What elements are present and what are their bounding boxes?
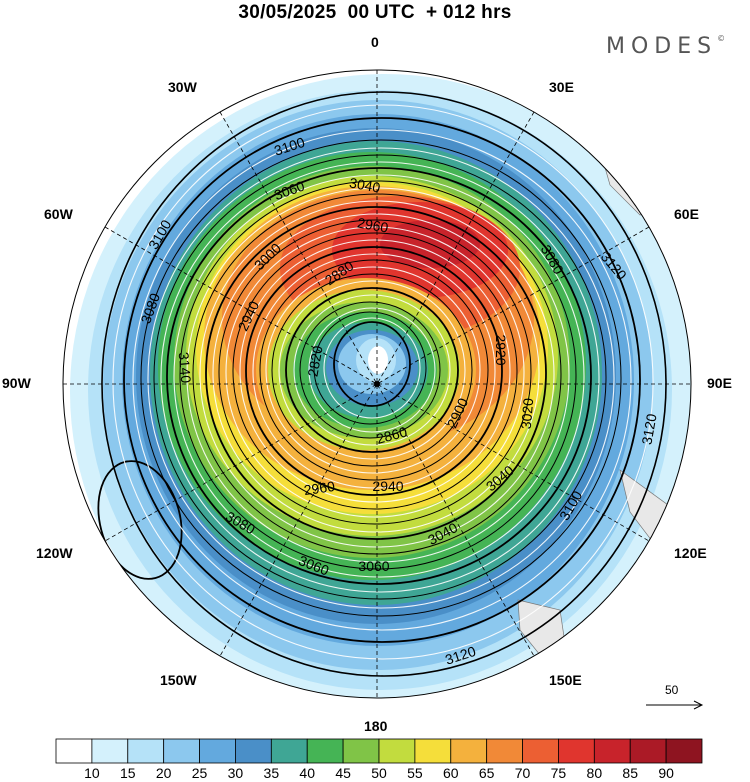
legend-tick-label: 30 [227, 765, 244, 781]
legend-tick-label: 55 [407, 765, 423, 781]
wind-reference-arrow-icon [646, 700, 704, 710]
lon-label-0: 0 [371, 34, 379, 50]
lon-label-30w: 30W [168, 79, 197, 95]
contour-label: 2960 [356, 214, 390, 235]
legend-tick-label: 10 [84, 765, 100, 781]
brand-text: MODES [606, 34, 718, 59]
legend-swatch [306, 738, 344, 764]
legend-tick-label: 75 [550, 765, 567, 781]
legend-tick-label: 85 [622, 765, 638, 781]
contour-label: 2860 [375, 423, 409, 447]
legend-tick-label: 50 [371, 765, 387, 781]
legend-tick-label: 65 [478, 765, 495, 781]
legend-swatch [235, 738, 272, 764]
legend-tick-label: 90 [658, 765, 674, 781]
legend-swatch [199, 738, 236, 764]
contour-label: 3040 [348, 174, 382, 195]
legend-swatch [486, 738, 523, 764]
lon-label-120e: 120E [674, 545, 707, 561]
legend-swatch [558, 738, 595, 764]
pole-marker [374, 381, 380, 387]
wind-speed-shading [63, 70, 691, 698]
contour-label: 2820 [304, 344, 325, 378]
legend-swatch [91, 738, 129, 764]
legend-tick-label: 35 [263, 765, 280, 781]
lon-label-30e: 30E [549, 79, 574, 95]
legend-swatch [378, 738, 416, 764]
copyright-mark: © [717, 34, 726, 43]
lon-label-150w: 150W [160, 672, 197, 688]
legend-tick-label: 60 [442, 765, 459, 781]
legend-tick-label: 15 [119, 765, 136, 781]
map-boundary [62, 69, 692, 699]
legend-swatch [593, 738, 631, 764]
legend-tick-label: 20 [155, 765, 172, 781]
contour-label: 2960 [303, 478, 336, 498]
legend-swatch [55, 738, 93, 764]
legend-swatch [450, 738, 488, 764]
lon-label-180: 180 [364, 718, 388, 734]
legend-tick-label: 25 [191, 765, 208, 781]
legend-tick-label: 45 [335, 765, 351, 781]
lon-label-60w: 60W [44, 206, 73, 222]
lon-label-90w: 90W [2, 375, 31, 391]
legend-swatch [342, 738, 380, 764]
contour-label: 3140 [176, 351, 195, 384]
lon-label-150e: 150E [549, 672, 582, 688]
legend-tick-label: 70 [514, 765, 531, 781]
legend-swatch [127, 738, 165, 764]
brand-logo: MODES© [606, 34, 725, 59]
legend-swatch [414, 738, 452, 764]
lon-label-90e: 90E [707, 375, 732, 391]
lon-label-120w: 120W [36, 545, 73, 561]
contour-label: 2920 [493, 334, 509, 365]
wind-streamlines [112, 104, 654, 660]
legend-tick-label: 40 [299, 765, 315, 781]
legend-swatch [270, 738, 308, 764]
legend-swatch [163, 738, 200, 764]
legend-swatch [522, 738, 559, 764]
contour-label: 3020 [518, 397, 537, 430]
contour-label: 2940 [372, 478, 403, 494]
contour-label: 3120 [638, 412, 659, 446]
legend-swatch [665, 738, 703, 764]
contour-label: 3060 [358, 558, 389, 574]
wind-reference-label: 50 [665, 683, 679, 697]
legend-tick-label: 80 [586, 765, 603, 781]
map-title: 30/05/2025 00 UTC + 012 hrs [238, 2, 512, 23]
color-legend [55, 738, 703, 764]
legend-swatch [629, 738, 667, 764]
lon-label-60e: 60E [674, 206, 699, 222]
contour-label-group: 3100 3060 3040 2960 3000 2880 2940 2820 … [137, 134, 659, 668]
